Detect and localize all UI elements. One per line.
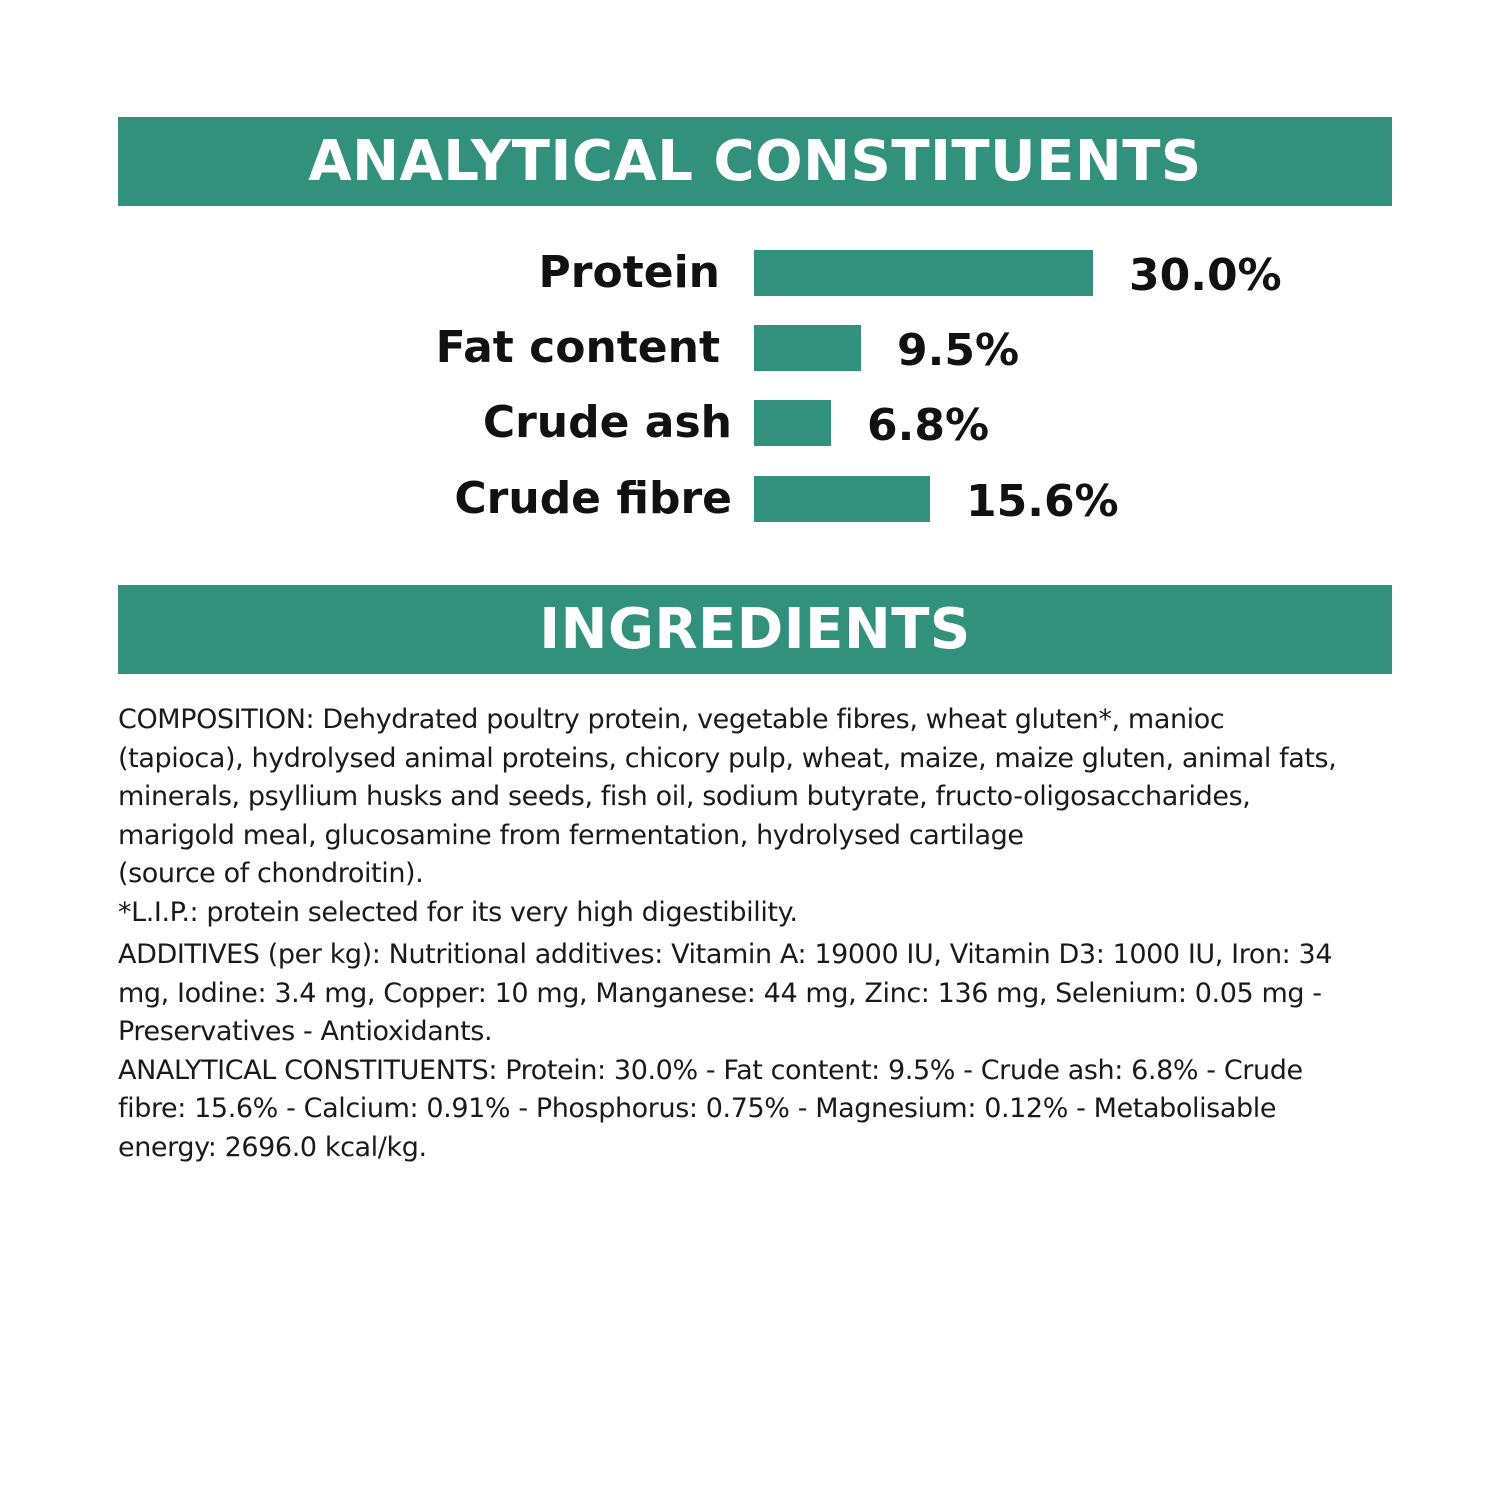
bar-value-label: 30.0%: [1129, 250, 1282, 301]
bar-label: Crude ash: [482, 397, 732, 448]
ingredients-line: mg, Iodine: 3.4 mg, Copper: 10 mg, Manga…: [118, 977, 1322, 1009]
ingredients-line: ADDITIVES (per kg): Nutritional additive…: [118, 939, 1333, 970]
ingredients-line: *L.I.P.: protein selected for its very h…: [118, 896, 798, 928]
bar: [754, 400, 831, 446]
ingredients-text: COMPOSITION: Dehydrated poultry protein,…: [118, 701, 1388, 1167]
ingredients-line: Preservatives - Antioxidants.: [118, 1016, 493, 1047]
bar-value-label: 15.6%: [966, 476, 1119, 527]
bar: [754, 325, 861, 371]
ingredients-line: (tapioca), hydrolysed animal proteins, c…: [118, 742, 1337, 774]
ingredients-line: fibre: 15.6% - Calcium: 0.91% - Phosphor…: [118, 1093, 1277, 1124]
bar-value-label: 6.8%: [867, 400, 990, 451]
ingredients-line: minerals, psyllium husks and seeds, fish…: [118, 781, 1251, 812]
ingredients-line: (source of chondroitin).: [118, 858, 424, 889]
ingredients-line: ANALYTICAL CONSTITUENTS: Protein: 30.0% …: [118, 1054, 1303, 1086]
bar-label: Crude fibre: [454, 473, 732, 524]
bar: [754, 476, 930, 522]
ingredients-line: marigold meal, glucosamine from fermenta…: [118, 819, 1024, 851]
ingredients-banner: INGREDIENTS: [118, 585, 1392, 674]
ingredients-line: energy: 2696.0 kcal/kg.: [118, 1131, 427, 1163]
ingredients-line: COMPOSITION: Dehydrated poultry protein,…: [118, 704, 1225, 735]
bar: [754, 250, 1093, 296]
bar-value-label: 9.5%: [897, 325, 1020, 376]
bar-label: Protein: [538, 247, 720, 298]
analytical-constituents-banner: ANALYTICAL CONSTITUENTS: [118, 117, 1392, 206]
bar-label: Fat content: [435, 322, 720, 373]
